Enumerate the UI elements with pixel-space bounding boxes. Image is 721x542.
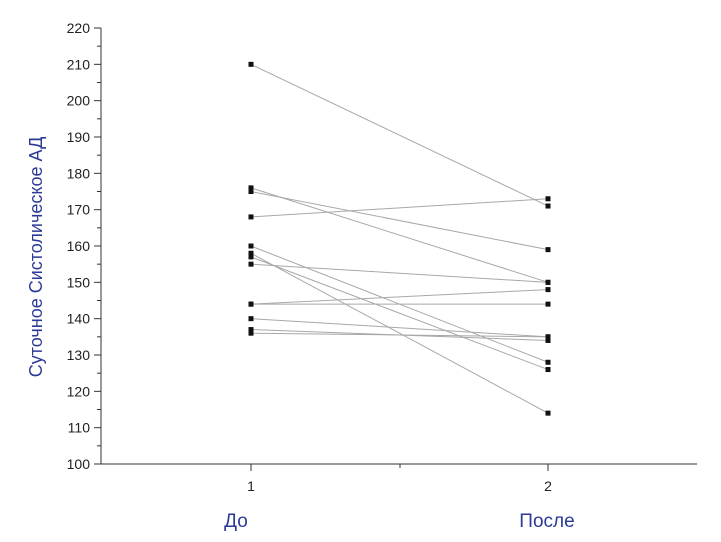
data-point-before (248, 250, 254, 256)
data-point-before (248, 61, 254, 67)
data-point-before (248, 316, 254, 322)
data-point-after (545, 359, 551, 365)
data-point-after (545, 279, 551, 285)
y-tick-label: 150 (67, 274, 91, 290)
y-tick-label: 180 (67, 165, 91, 181)
pair-line (250, 198, 549, 218)
pair-lines (250, 63, 549, 414)
pair-line (250, 187, 549, 283)
y-tick-label: 220 (67, 20, 91, 36)
x-category-label-before: До (224, 511, 248, 532)
pair-line (250, 332, 549, 338)
pair-line (250, 252, 549, 414)
y-tick-label: 140 (67, 311, 91, 327)
data-point-before (248, 327, 254, 333)
y-tick-label: 190 (67, 129, 91, 145)
data-point-after (545, 287, 551, 293)
data-point-after (545, 203, 551, 209)
y-tick-label: 110 (68, 420, 91, 436)
pair-line (250, 63, 549, 207)
pair-line (250, 318, 549, 338)
data-points (248, 61, 551, 416)
data-point-before (248, 330, 254, 336)
y-tick-label: 170 (67, 202, 91, 218)
y-axis-label: Суточное Систолическое АД (26, 137, 46, 378)
data-point-after (545, 301, 551, 307)
y-tick-label: 120 (67, 383, 91, 399)
data-point-before (248, 243, 254, 249)
data-point-after (545, 367, 551, 373)
pair-line (250, 256, 549, 371)
data-point-after (545, 247, 551, 253)
data-point-after (545, 334, 551, 340)
y-tick-label: 160 (67, 238, 91, 254)
y-tick-label: 200 (67, 93, 91, 109)
data-point-after (545, 337, 551, 343)
x-tick-label: 2 (544, 478, 552, 494)
data-point-after (545, 196, 551, 202)
data-point-before (248, 261, 254, 267)
data-point-before (248, 301, 254, 307)
data-point-after (545, 410, 551, 416)
data-point-before (248, 254, 254, 260)
data-point-before (248, 214, 254, 220)
data-point-before (248, 185, 254, 191)
y-tick-label: 130 (67, 347, 91, 363)
pair-line (250, 191, 549, 251)
pair-line (250, 263, 549, 283)
y-tick-label: 100 (67, 456, 91, 472)
y-axis-ticks: 100 110 120 130 140 150 160 170 180 190 200 210 220 (67, 20, 101, 472)
x-category-label-after: После (519, 511, 574, 532)
axes (100, 28, 697, 465)
x-tick-label: 1 (247, 478, 255, 494)
data-point-before (248, 189, 254, 194)
y-tick-label: 210 (67, 56, 91, 72)
pair-line (250, 289, 549, 305)
